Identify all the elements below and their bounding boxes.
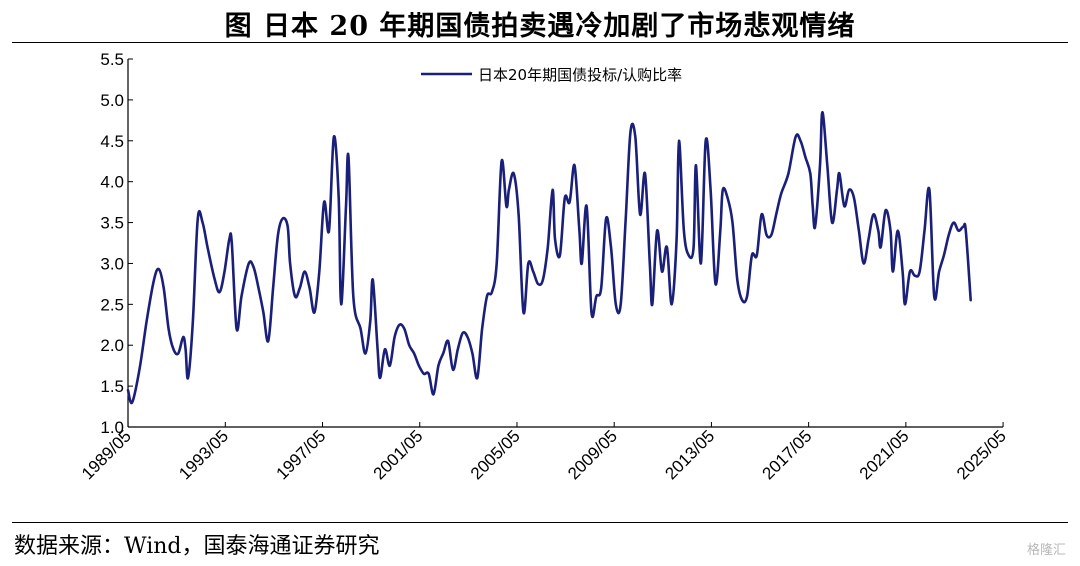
y-tick-label: 5.5 [100, 50, 124, 69]
axes [127, 59, 1003, 428]
x-tick-label: 2021/05 [856, 426, 913, 483]
y-tick-label: 1.5 [100, 377, 124, 396]
x-tick-label: 2005/05 [467, 426, 524, 483]
series-group [126, 110, 972, 405]
y-tick-label: 4.5 [100, 132, 124, 151]
watermark: 格隆汇 [1026, 543, 1066, 558]
legend-label: 日本20年期国债投标/认购比率 [478, 66, 682, 84]
source-note: 数据来源：Wind，国泰海通证券研究 [14, 534, 380, 559]
y-tick-label: 5.0 [100, 91, 124, 110]
bottom-rule [12, 522, 1068, 523]
x-tick-label: 2009/05 [564, 426, 621, 483]
y-tick-label: 2.5 [100, 295, 124, 314]
y-tick-label: 3.0 [100, 254, 124, 273]
top-rule [12, 42, 1068, 43]
x-tick-label: 2025/05 [953, 426, 1010, 483]
y-tick-label: 3.5 [100, 214, 124, 233]
chart-title: 图 日本 20 年期国债拍卖遇冷加剧了市场悲观情绪 [224, 11, 856, 42]
y-tick-label: 2.0 [100, 336, 124, 355]
legend: 日本20年期国债投标/认购比率 [421, 66, 682, 84]
x-tick-label: 2013/05 [661, 426, 718, 483]
y-tick-label: 4.0 [100, 173, 124, 192]
x-ticks: 1989/05 1993/05 1997/05 2001/05 2005/05 2009/… [78, 422, 1010, 483]
y-tick-label: 1.0 [100, 418, 124, 437]
x-tick-label: 2001/05 [370, 426, 427, 483]
series-line [126, 110, 972, 405]
x-tick-label: 1997/05 [272, 426, 329, 483]
x-tick-label: 1993/05 [175, 426, 232, 483]
x-tick-label: 2017/05 [759, 426, 816, 483]
y-ticks: 1.0 1.5 2.0 2.5 3.0 3.5 4.0 4.5 5.0 5.5 [100, 50, 133, 437]
